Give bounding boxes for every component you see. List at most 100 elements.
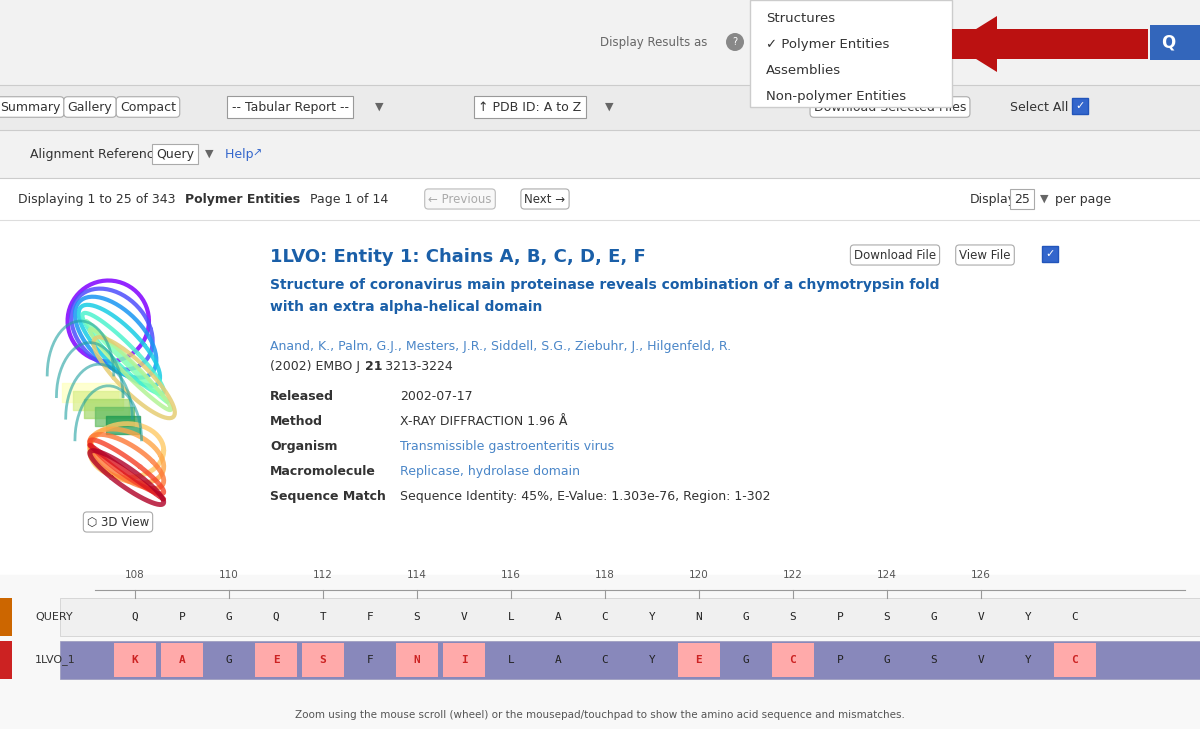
Text: Organism: Organism xyxy=(270,440,337,453)
Text: ▼: ▼ xyxy=(605,102,613,112)
Bar xyxy=(952,29,1148,59)
Text: ▼: ▼ xyxy=(374,102,384,112)
Bar xyxy=(772,643,814,677)
Text: 116: 116 xyxy=(502,570,521,580)
Text: F: F xyxy=(367,655,373,665)
Text: Transmissible gastroenteritis virus: Transmissible gastroenteritis virus xyxy=(400,440,614,453)
Text: V: V xyxy=(978,655,984,665)
Text: Compact: Compact xyxy=(120,101,176,114)
Text: 124: 124 xyxy=(877,570,896,580)
Text: Structure of coronavirus main proteinase reveals combination of a chymotrypsin f: Structure of coronavirus main proteinase… xyxy=(270,278,940,292)
Text: Q: Q xyxy=(272,612,280,622)
Bar xyxy=(0,0,1200,85)
Text: (2002) EMBO J: (2002) EMBO J xyxy=(270,360,364,373)
Bar xyxy=(60,641,1200,679)
Text: X-RAY DIFFRACTION 1.96 Å: X-RAY DIFFRACTION 1.96 Å xyxy=(400,415,568,428)
Text: Y: Y xyxy=(1025,612,1031,622)
Text: Alignment Reference: Alignment Reference xyxy=(30,147,162,160)
Text: 112: 112 xyxy=(313,570,332,580)
Bar xyxy=(1150,25,1200,60)
Text: 1LVO_1: 1LVO_1 xyxy=(35,655,76,666)
Text: Structures: Structures xyxy=(766,12,835,25)
Text: A: A xyxy=(554,655,562,665)
Text: ▼: ▼ xyxy=(1040,194,1049,204)
Text: : 3213-3224: : 3213-3224 xyxy=(377,360,452,373)
Text: Macromolecule: Macromolecule xyxy=(270,465,376,478)
Text: G: G xyxy=(883,655,890,665)
Bar xyxy=(0,130,1200,178)
Text: Y: Y xyxy=(649,612,655,622)
Text: S: S xyxy=(883,612,890,622)
Text: 120: 120 xyxy=(689,570,709,580)
Bar xyxy=(0,641,12,679)
Text: Y: Y xyxy=(1025,655,1031,665)
Text: C: C xyxy=(1072,612,1079,622)
Text: T: T xyxy=(319,612,326,622)
Polygon shape xyxy=(952,16,997,72)
Bar xyxy=(254,643,298,677)
Text: 25: 25 xyxy=(1014,192,1030,206)
Text: -- Tabular Report --: -- Tabular Report -- xyxy=(232,101,348,114)
Text: S: S xyxy=(319,655,326,665)
Bar xyxy=(0,85,1200,130)
Text: View File: View File xyxy=(959,249,1010,262)
Text: ⬡ 3D View: ⬡ 3D View xyxy=(86,515,149,529)
Text: Q: Q xyxy=(132,612,138,622)
Text: Next →: Next → xyxy=(524,192,565,206)
Text: Method: Method xyxy=(270,415,323,428)
Text: ?: ? xyxy=(732,37,738,47)
Text: Released: Released xyxy=(880,247,887,248)
Text: Gallery: Gallery xyxy=(67,101,113,114)
Text: ✓: ✓ xyxy=(1045,249,1055,259)
Text: Summary: Summary xyxy=(0,101,60,114)
Text: 21: 21 xyxy=(365,360,383,373)
Text: Sequence Match: Sequence Match xyxy=(270,490,386,503)
Text: 122: 122 xyxy=(784,570,803,580)
Text: 108: 108 xyxy=(125,570,145,580)
Text: Anand, K., Palm, G.J., Mesters, J.R., Siddell, S.G., Ziebuhr, J., Hilgenfeld, R.: Anand, K., Palm, G.J., Mesters, J.R., Si… xyxy=(270,340,731,353)
Text: QUERY: QUERY xyxy=(35,612,73,622)
Bar xyxy=(443,643,485,677)
Text: Assemblies: Assemblies xyxy=(766,63,841,77)
Text: I: I xyxy=(461,655,467,665)
Text: S: S xyxy=(414,612,420,622)
Text: 2002-07-17: 2002-07-17 xyxy=(400,390,473,403)
Text: E: E xyxy=(272,655,280,665)
Text: with an extra alpha-helical domain: with an extra alpha-helical domain xyxy=(270,300,542,314)
Text: S: S xyxy=(790,612,797,622)
Text: E: E xyxy=(696,655,702,665)
Text: G: G xyxy=(743,655,749,665)
Text: Help: Help xyxy=(226,147,258,160)
Text: 114: 114 xyxy=(407,570,427,580)
Bar xyxy=(1054,643,1096,677)
Text: Displaying 1 to 25 of 343: Displaying 1 to 25 of 343 xyxy=(18,192,180,206)
Bar xyxy=(1072,98,1088,114)
Text: Display: Display xyxy=(970,192,1016,206)
Text: A: A xyxy=(179,655,185,665)
Bar xyxy=(302,643,344,677)
Text: Polymer Entities: Polymer Entities xyxy=(185,192,300,206)
Text: G: G xyxy=(931,612,937,622)
Text: G: G xyxy=(743,612,749,622)
Text: K: K xyxy=(132,655,138,665)
Text: Page 1 of 14: Page 1 of 14 xyxy=(310,192,389,206)
Text: ▼: ▼ xyxy=(205,149,214,159)
Bar xyxy=(161,643,203,677)
Text: Zoom using the mouse scroll (wheel) or the mousepad/touchpad to show the amino a: Zoom using the mouse scroll (wheel) or t… xyxy=(295,710,905,720)
Bar xyxy=(678,643,720,677)
Text: G: G xyxy=(226,612,233,622)
Bar xyxy=(0,598,12,636)
Bar xyxy=(0,178,1200,220)
Text: S: S xyxy=(931,655,937,665)
Text: 1LVO: Entity 1: Chains A, B, C, D, E, F: 1LVO: Entity 1: Chains A, B, C, D, E, F xyxy=(270,248,646,266)
Text: Non-polymer Entities: Non-polymer Entities xyxy=(766,90,906,103)
Text: Query: Query xyxy=(156,147,194,160)
Text: C: C xyxy=(790,655,797,665)
Circle shape xyxy=(726,33,744,51)
Text: Replicase, hydrolase domain: Replicase, hydrolase domain xyxy=(400,465,580,478)
Text: Select All: Select All xyxy=(1010,101,1068,114)
Text: G: G xyxy=(226,655,233,665)
Text: N: N xyxy=(696,612,702,622)
Text: ✓: ✓ xyxy=(1075,101,1085,111)
Bar xyxy=(0,575,1200,729)
